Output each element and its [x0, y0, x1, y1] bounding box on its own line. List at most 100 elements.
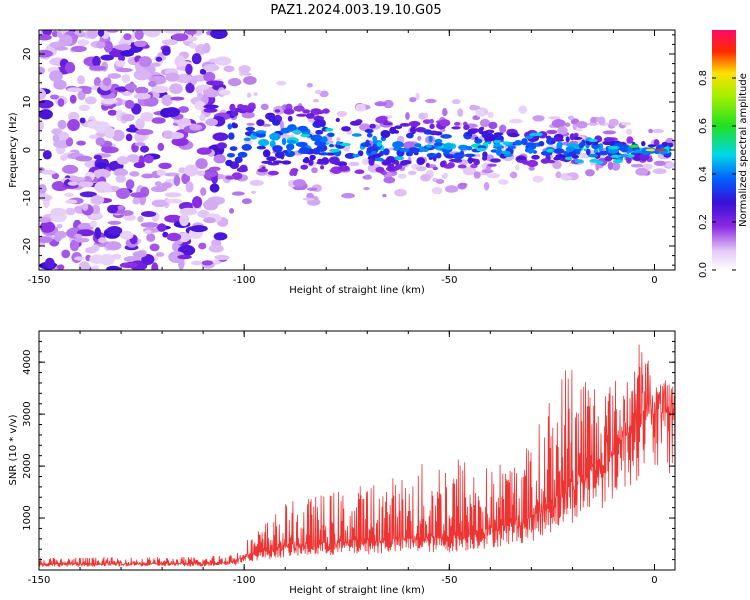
heatmap-cell-375: [171, 33, 189, 42]
heatmap-cell-1081: [484, 135, 496, 142]
heatmap-cell-506: [117, 205, 125, 211]
heatmap-cell-1194: [586, 148, 591, 156]
heatmap-cell-992: [369, 123, 376, 129]
heatmap-cell-329: [39, 66, 46, 75]
spectrogram-ytick-label-1: -10: [22, 190, 33, 206]
heatmap-cell-1214: [300, 133, 311, 138]
heatmap-cell-971: [573, 132, 579, 138]
heatmap-cell-1201: [565, 143, 578, 147]
heatmap-cell-769: [607, 161, 614, 170]
heatmap-cell-238: [191, 260, 203, 266]
snr-ylabel: SNR (10 * v/v): [8, 414, 19, 485]
heatmap-cell-1071: [432, 166, 438, 171]
heatmap-cell-1221: [476, 147, 487, 152]
heatmap-cell-952: [466, 146, 473, 151]
heatmap-cell-327: [134, 142, 146, 147]
heatmap-cell-346: [114, 44, 132, 51]
heatmap-cell-461: [89, 220, 98, 228]
heatmap-cell-902: [336, 141, 341, 146]
heatmap-cell-794: [434, 138, 443, 144]
heatmap-cell-401: [78, 261, 91, 270]
heatmap-cell-187: [95, 162, 107, 168]
heatmap-cell-131: [102, 146, 113, 153]
heatmap-cell-385: [208, 58, 219, 63]
heatmap-cell-1093: [556, 141, 564, 147]
heatmap-cell-1227: [619, 154, 629, 158]
heatmap-cell-302: [116, 188, 131, 199]
heatmap-cell-1148: [647, 144, 656, 148]
heatmap-cell-343: [208, 166, 221, 171]
heatmap-cell-381: [77, 75, 85, 85]
heatmap-cell-460: [68, 176, 86, 182]
heatmap-cell-678: [415, 166, 427, 172]
heatmap-cell-388: [93, 154, 103, 160]
heatmap-cell-529: [484, 181, 490, 191]
heatmap-cell-997: [241, 144, 252, 151]
heatmap-cell-383: [202, 171, 217, 178]
heatmap-cell-1232: [501, 150, 511, 155]
heatmap-cell-351: [144, 154, 154, 164]
heatmap-cell-163: [185, 181, 194, 193]
heatmap-cell-477: [49, 70, 63, 82]
heatmap-cell-661: [548, 116, 561, 120]
colorbar-tick-label-3: 0.6: [698, 118, 709, 134]
heatmap-cell-415: [39, 216, 51, 223]
spectrogram-xtick-label-3: 0: [651, 275, 657, 286]
heatmap-cell-1058: [287, 115, 293, 122]
heatmap-cell-701: [424, 98, 437, 104]
heatmap-cell-533: [253, 92, 258, 96]
snr-panel: -150 -100 -50 0 1000 2000 3000 4000 Height of s…: [8, 330, 676, 596]
heatmap-cell-554: [415, 92, 420, 100]
heatmap-cell-581: [405, 112, 410, 120]
heatmap-cell-1206: [626, 154, 635, 158]
heatmap-cell-919: [258, 139, 270, 147]
heatmap-cell-1028: [231, 123, 238, 129]
heatmap-cell-1216: [422, 148, 429, 152]
heatmap-cell-1103: [267, 162, 280, 166]
heatmap-cell-814: [488, 121, 498, 130]
heatmap-cell-242: [135, 129, 154, 136]
heatmap-cell-878: [379, 150, 384, 156]
heatmap-cell-1240: [255, 130, 267, 134]
heatmap-cell-1245: [492, 139, 502, 144]
heatmap-cell-116: [51, 172, 60, 180]
heatmap-cell-762: [302, 197, 315, 201]
heatmap-cell-475: [151, 185, 168, 193]
heatmap-cell-706: [260, 103, 269, 111]
heatmap-cell-537: [532, 175, 544, 183]
heatmap-cell-1009: [302, 109, 311, 114]
heatmap-cell-1207: [399, 148, 410, 152]
heatmap-cell-501: [64, 61, 76, 74]
heatmap-cell-837: [394, 125, 403, 129]
heatmap-cell-751: [648, 128, 653, 134]
heatmap-cell-1168: [443, 164, 454, 169]
heatmap-cell-246: [125, 179, 135, 190]
heatmap-cell-260: [79, 191, 97, 198]
heatmap-cell-607: [457, 108, 464, 117]
heatmap-cell-512: [151, 62, 161, 67]
heatmap-cell-333: [137, 215, 144, 223]
heatmap-cell-1104: [521, 138, 528, 146]
heatmap-cell-1218: [612, 159, 623, 164]
heatmap-cell-472: [203, 217, 216, 224]
heatmap-cell-511: [75, 155, 93, 162]
heatmap-cell-568: [348, 161, 360, 167]
heatmap-cell-996: [229, 146, 238, 152]
heatmap-cell-283: [141, 173, 155, 179]
heatmap-cell-368: [104, 127, 115, 139]
heatmap-cell-272: [144, 30, 161, 38]
heatmap-cell-723: [374, 101, 388, 107]
heatmap-cell-720: [241, 198, 252, 205]
heatmap-cell-836: [267, 170, 279, 176]
heatmap-cell-572: [575, 128, 583, 132]
heatmap-cell-470: [96, 41, 106, 49]
heatmap-cell-232: [157, 142, 165, 151]
heatmap-cell-1170: [229, 103, 236, 112]
heatmap-cell-289: [120, 50, 135, 57]
heatmap-cell-605: [276, 80, 287, 86]
heatmap-cell-622: [229, 208, 234, 214]
heatmap-cell-424: [148, 80, 157, 87]
heatmap-cell-1132: [246, 105, 256, 110]
heatmap-cell-499: [64, 192, 74, 198]
